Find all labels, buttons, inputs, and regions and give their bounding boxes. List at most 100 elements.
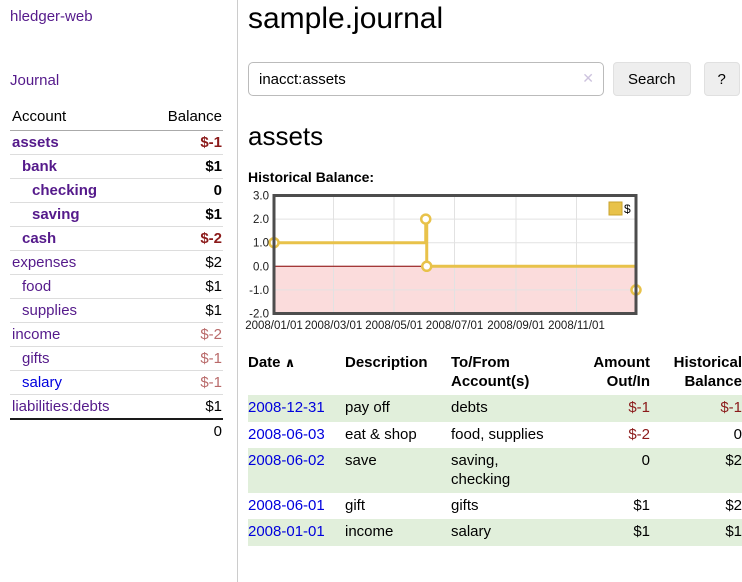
account-link-salary[interactable]: salary	[22, 374, 63, 391]
accounts-table: Account Balance assets $-1 bank $1 checking 0…	[10, 106, 223, 443]
transaction-amount: 0	[641, 451, 650, 469]
brand-link[interactable]: hledger-web	[10, 8, 93, 25]
account-link-liabilities-debts[interactable]: liabilities:debts	[12, 398, 110, 415]
transaction-description: gift	[345, 497, 366, 515]
account-link-checking[interactable]: checking	[32, 182, 98, 199]
account-row: checking 0	[10, 178, 223, 203]
transaction-description: pay off	[345, 399, 390, 417]
main-content: sample.journal ✕ Search ? assets Histori…	[238, 0, 742, 582]
register-header-description: Description	[345, 354, 428, 371]
transaction-accounts: saving, checking	[451, 451, 511, 488]
transaction-row: 2008-06-01 gift gifts $1 $2	[248, 493, 742, 519]
account-row: supplies $1	[10, 298, 223, 323]
sidebar: hledger-web Journal Account Balance asse…	[0, 0, 238, 582]
account-row: salary $-1	[10, 370, 223, 395]
svg-text:2008/09/01: 2008/09/01	[487, 320, 545, 332]
clear-search-icon[interactable]: ✕	[582, 70, 594, 86]
transaction-date-link[interactable]: 2008-06-01	[248, 497, 325, 515]
transaction-description: eat & shop	[345, 425, 417, 443]
account-row: bank $1	[10, 154, 223, 179]
account-balance: $-2	[145, 226, 223, 251]
register-header-date[interactable]: Date ∧	[248, 354, 296, 371]
transaction-accounts: gifts	[451, 497, 479, 515]
account-balance: $1	[145, 298, 223, 323]
transaction-description: save	[345, 451, 377, 469]
transaction-balance: $-1	[720, 399, 742, 417]
account-row: assets $-1	[10, 131, 223, 155]
account-link-income[interactable]: income	[12, 326, 61, 343]
transaction-amount: $-2	[628, 425, 650, 443]
transaction-row: 2008-12-31 pay off debts $-1 $-1	[248, 395, 742, 422]
register-header-balance: Historical Balance	[673, 354, 742, 391]
transaction-amount: $1	[633, 497, 650, 515]
svg-text:-1.0: -1.0	[249, 285, 269, 297]
svg-text:$: $	[624, 202, 631, 216]
search-form: ✕ Search ?	[248, 62, 742, 96]
sort-asc-icon: ∧	[284, 356, 296, 371]
account-row: liabilities:debts $1	[10, 394, 223, 419]
transaction-date-link[interactable]: 2008-12-31	[248, 399, 325, 417]
account-balance: $-1	[145, 346, 223, 371]
register-header-amount: Amount Out/In	[593, 354, 650, 391]
register-header-accounts: To/From Account(s)	[451, 354, 530, 391]
transaction-date-link[interactable]: 2008-01-01	[248, 523, 325, 541]
account-row: cash $-2	[10, 226, 223, 251]
accounts-header-account: Account	[10, 106, 146, 131]
account-balance: $1	[145, 154, 223, 179]
account-link-food[interactable]: food	[22, 278, 52, 295]
account-balance: $-2	[145, 322, 223, 347]
search-input[interactable]	[248, 62, 604, 96]
search-input-wrap: ✕	[248, 62, 604, 96]
account-balance: $1	[145, 394, 223, 419]
search-button[interactable]: Search	[613, 62, 691, 96]
accounts-total-spacer	[10, 418, 146, 443]
account-balance: $-1	[200, 134, 222, 151]
account-row: gifts $-1	[10, 346, 223, 371]
transaction-row: 2008-06-03 eat & shop food, supplies $-2 0	[248, 422, 742, 448]
account-link-cash[interactable]: cash	[22, 230, 57, 247]
account-link-bank[interactable]: bank	[22, 158, 58, 175]
sidebar-item-journal[interactable]: Journal	[10, 72, 60, 89]
transaction-accounts: food, supplies	[451, 425, 544, 443]
register-heading: assets	[248, 121, 324, 151]
account-row: expenses $2	[10, 250, 223, 275]
account-balance: $1	[145, 202, 223, 227]
account-link-gifts[interactable]: gifts	[22, 350, 50, 367]
transaction-amount: $-1	[628, 399, 650, 417]
accounts-total-row: 0	[10, 418, 223, 443]
register-table: Date ∧ Description To/From Account(s) Am…	[248, 350, 742, 546]
account-balance: 0	[145, 178, 223, 203]
account-link-expenses[interactable]: expenses	[12, 254, 77, 271]
svg-text:2008/01/01: 2008/01/01	[245, 320, 303, 332]
account-link-assets[interactable]: assets	[12, 134, 59, 151]
transaction-row: 2008-01-01 income salary $1 $1	[248, 519, 742, 546]
transaction-amount: $1	[633, 523, 650, 541]
transaction-date-link[interactable]: 2008-06-02	[248, 451, 325, 469]
account-balance: $1	[145, 274, 223, 299]
transaction-row: 2008-06-02 save saving, checking 0 $2	[248, 447, 742, 494]
svg-text:2.0: 2.0	[253, 214, 269, 226]
transaction-balance: $1	[725, 523, 742, 541]
account-row: food $1	[10, 274, 223, 299]
svg-text:3.0: 3.0	[253, 191, 269, 203]
transaction-date-link[interactable]: 2008-06-03	[248, 425, 325, 443]
transaction-balance: $2	[725, 451, 742, 469]
account-balance: $2	[145, 250, 223, 275]
svg-text:2008/05/01: 2008/05/01	[365, 320, 423, 332]
account-row: saving $1	[10, 202, 223, 227]
svg-text:1.0: 1.0	[253, 238, 269, 250]
chart-label: Historical Balance:	[248, 169, 375, 185]
account-link-supplies[interactable]: supplies	[22, 302, 78, 319]
svg-text:2008/07/01: 2008/07/01	[426, 320, 484, 332]
account-link-saving[interactable]: saving	[32, 206, 80, 223]
help-button[interactable]: ?	[703, 62, 740, 96]
transaction-accounts: salary	[451, 523, 492, 541]
svg-text:-2.0: -2.0	[249, 309, 269, 321]
register-header-row: Date ∧ Description To/From Account(s) Am…	[248, 350, 742, 395]
accounts-total-value: 0	[145, 418, 223, 443]
svg-text:0.0: 0.0	[253, 261, 269, 273]
transaction-balance: $2	[725, 497, 742, 515]
accounts-header-balance: Balance	[145, 106, 223, 131]
